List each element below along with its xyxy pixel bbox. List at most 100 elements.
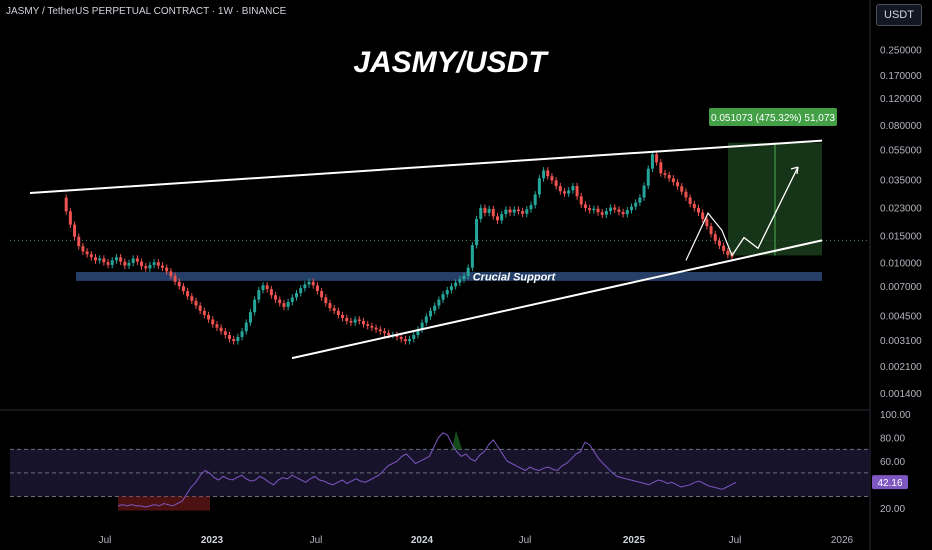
price-tick-label: 0.015000	[880, 232, 922, 243]
candle-body	[408, 339, 412, 342]
candle-body	[458, 279, 462, 283]
time-tick-label: 2023	[201, 535, 224, 546]
candle-body	[496, 216, 499, 221]
candle-body	[588, 208, 592, 211]
candle-body	[119, 257, 123, 262]
candle-body	[114, 257, 118, 261]
candle-body	[378, 329, 382, 332]
candle-body	[609, 207, 613, 212]
candle-body	[77, 236, 81, 247]
candle-body	[508, 209, 512, 213]
chart-title: JASMY/USDT	[353, 46, 547, 79]
candle-body	[479, 207, 483, 219]
candle-body	[194, 300, 198, 306]
candle-body	[311, 281, 315, 286]
candle-body	[219, 327, 223, 332]
candle-body	[307, 281, 311, 285]
candle-body	[198, 305, 202, 311]
candle-body	[550, 176, 554, 181]
candle-body	[257, 290, 261, 300]
candle-body	[290, 297, 294, 302]
candle-body	[299, 288, 303, 294]
candle-body	[563, 191, 566, 194]
candle-body	[387, 333, 391, 336]
candle-body	[357, 319, 361, 322]
time-tick-label: 2025	[623, 535, 646, 546]
candle-body	[533, 194, 537, 206]
candle-body	[638, 197, 642, 203]
candle-body	[433, 305, 437, 311]
candle-body	[332, 308, 336, 311]
candle-body	[529, 205, 533, 210]
candle-body	[429, 310, 432, 317]
candle-body	[416, 329, 420, 336]
time-tick-label: Jul	[519, 535, 532, 546]
rsi-tick-label: 20.00	[880, 504, 905, 515]
candle-body	[642, 185, 646, 198]
projection-arrow	[731, 166, 799, 256]
candle-body	[680, 186, 684, 192]
candle-body	[504, 209, 508, 215]
candle-body	[512, 209, 516, 213]
candle-body	[634, 202, 638, 207]
price-tick-label: 0.035000	[880, 176, 922, 187]
candle-body	[500, 214, 504, 221]
rsi-tick-label: 100.00	[880, 410, 911, 421]
candle-body	[395, 335, 399, 337]
candle-body	[726, 250, 730, 255]
price-tick-label: 0.007000	[880, 282, 922, 293]
candle-body	[592, 208, 596, 211]
candle-body	[127, 262, 131, 266]
candle-body	[709, 226, 713, 235]
candle-body	[165, 267, 169, 272]
candle-body	[152, 262, 156, 265]
currency-selector[interactable]: USDT	[876, 4, 922, 26]
candle-body	[366, 324, 370, 326]
candle-body	[424, 316, 428, 323]
support-zone-label: Crucial Support	[473, 271, 557, 283]
candle-body	[713, 234, 717, 241]
candle-body	[223, 331, 227, 336]
candle-body	[667, 174, 671, 179]
candle-body	[135, 258, 139, 262]
price-tick-label: 0.010000	[880, 259, 922, 270]
candle-body	[420, 322, 424, 330]
candle-body	[110, 260, 114, 265]
candle-body	[475, 218, 479, 246]
time-tick-label: Jul	[310, 535, 323, 546]
candle-body	[625, 210, 629, 215]
candle-body	[278, 299, 282, 304]
price-tick-label: 0.002100	[880, 362, 922, 373]
candle-body	[274, 295, 278, 300]
candle-body	[454, 282, 458, 287]
candle-body	[349, 321, 353, 323]
candle-body	[575, 186, 579, 197]
price-tick-label: 0.120000	[880, 94, 922, 105]
candle-body	[600, 212, 604, 215]
candle-body	[73, 224, 77, 237]
price-tick-label: 0.023000	[880, 203, 922, 214]
candle-body	[688, 197, 692, 204]
target-label: 0.051073 (475.32%) 51,073	[711, 113, 835, 124]
candle-body	[102, 258, 106, 263]
candle-body	[399, 336, 403, 340]
candle-body	[462, 275, 466, 280]
candle-body	[697, 208, 700, 213]
candle-body	[692, 203, 696, 209]
candle-body	[655, 154, 659, 163]
candle-body	[253, 299, 257, 313]
candle-body	[671, 178, 675, 183]
candle-body	[676, 182, 680, 187]
candle-body	[370, 325, 374, 328]
time-tick-label: Jul	[729, 535, 742, 546]
candle-body	[542, 170, 546, 179]
candle-body	[232, 339, 236, 342]
candle-body	[684, 191, 688, 198]
candle-body	[717, 240, 721, 246]
candle-body	[156, 262, 160, 266]
candle-body	[613, 207, 617, 210]
candle-body	[554, 180, 558, 187]
candle-body	[567, 190, 571, 194]
candle-body	[98, 258, 102, 261]
